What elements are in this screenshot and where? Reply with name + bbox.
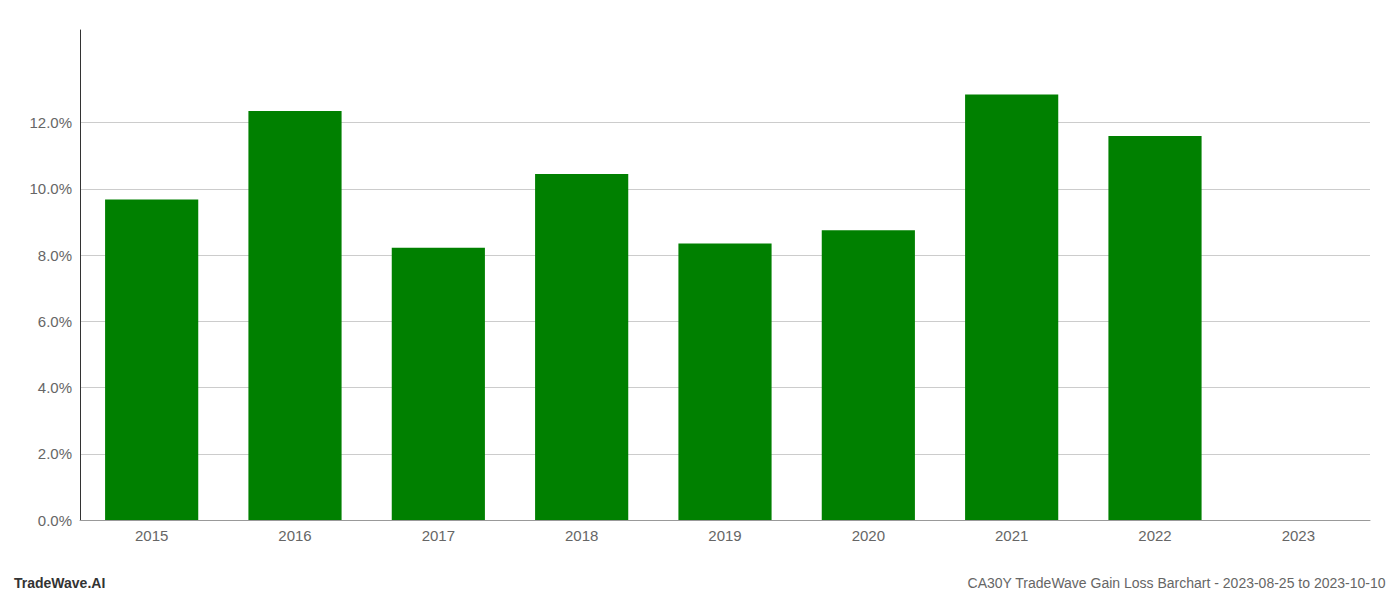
svg-text:8.0%: 8.0%: [38, 247, 72, 264]
svg-text:2017: 2017: [422, 527, 455, 544]
svg-text:12.0%: 12.0%: [29, 114, 72, 131]
svg-text:2021: 2021: [995, 527, 1028, 544]
svg-text:2023: 2023: [1282, 527, 1315, 544]
svg-text:0.0%: 0.0%: [38, 512, 72, 529]
svg-text:2016: 2016: [278, 527, 311, 544]
svg-text:2022: 2022: [1138, 527, 1171, 544]
svg-text:2015: 2015: [135, 527, 168, 544]
svg-text:6.0%: 6.0%: [38, 313, 72, 330]
svg-text:2019: 2019: [708, 527, 741, 544]
svg-text:2020: 2020: [852, 527, 885, 544]
svg-text:TradeWave.AI: TradeWave.AI: [14, 575, 105, 591]
svg-text:2.0%: 2.0%: [38, 445, 72, 462]
svg-text:2018: 2018: [565, 527, 598, 544]
svg-text:4.0%: 4.0%: [38, 379, 72, 396]
svg-text:10.0%: 10.0%: [29, 180, 72, 197]
svg-text:CA30Y TradeWave Gain Loss Barc: CA30Y TradeWave Gain Loss Barchart - 202…: [968, 575, 1386, 591]
